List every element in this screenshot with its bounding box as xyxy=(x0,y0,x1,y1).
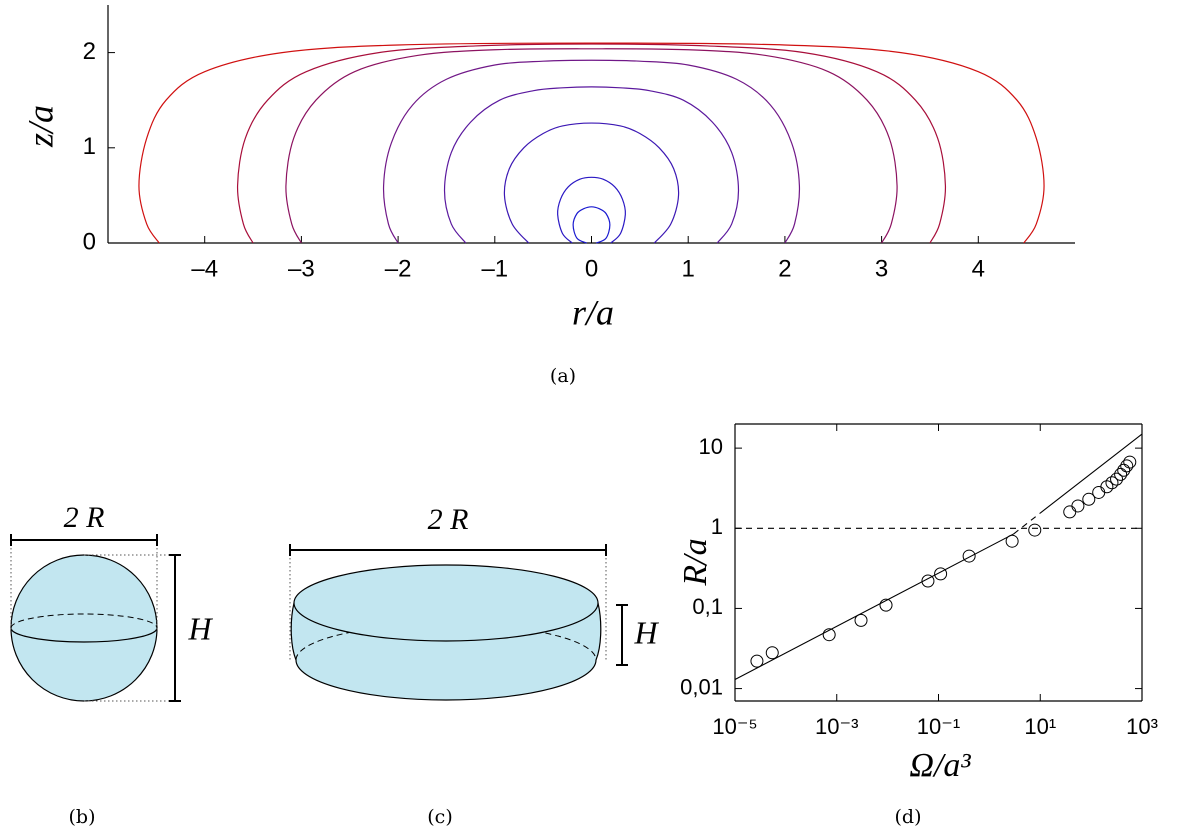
equator-front xyxy=(10,627,158,643)
x-tick-label: 1 xyxy=(682,255,695,282)
x-axis-label: Ω/a³ xyxy=(909,747,971,784)
data-point xyxy=(854,613,868,627)
data-point xyxy=(1082,492,1096,506)
x-tick-label: –4 xyxy=(191,255,218,282)
fit-line xyxy=(1039,433,1143,514)
x-tick-label: –3 xyxy=(288,255,315,282)
y-tick-label: 1 xyxy=(83,133,96,160)
data-line xyxy=(285,48,898,244)
y-tick-label: 10 xyxy=(699,434,723,459)
data-point xyxy=(1114,467,1128,481)
fit-line xyxy=(734,533,1014,680)
data-line xyxy=(138,42,1045,244)
sphere-diagram: 2 R H xyxy=(10,501,213,702)
data-point xyxy=(1110,472,1124,486)
x-tick-label: 0 xyxy=(585,255,598,282)
x-tick-label: 3 xyxy=(875,255,888,282)
height-label: H xyxy=(187,610,213,646)
y-tick-label: 1 xyxy=(711,514,723,539)
data-point xyxy=(1092,485,1106,499)
data-point xyxy=(879,598,893,612)
guides xyxy=(10,540,175,702)
data-line xyxy=(503,122,680,244)
caption: (c) xyxy=(427,806,452,828)
y-tick-label: 2 xyxy=(83,38,96,65)
equator-back xyxy=(10,613,158,629)
data-point xyxy=(921,574,935,588)
data-point xyxy=(1063,505,1077,519)
data-point xyxy=(750,654,764,668)
dashed-line xyxy=(1013,512,1041,535)
pancake-top xyxy=(293,564,599,642)
data-line xyxy=(572,206,611,244)
width-bracket xyxy=(10,534,158,546)
x-tick-label: 10⁻³ xyxy=(815,714,858,739)
caption: (b) xyxy=(69,806,96,828)
pancake-diagram: 2 R H xyxy=(289,503,659,701)
x-tick-label: 10⁻¹ xyxy=(917,714,960,739)
y-axis-label: z/a xyxy=(20,105,60,148)
data-point xyxy=(822,628,836,642)
x-axis-label: r/a xyxy=(572,292,614,332)
data-line xyxy=(236,43,947,244)
guides xyxy=(289,550,607,662)
x-tick-label: –2 xyxy=(385,255,412,282)
data-point xyxy=(1100,480,1114,494)
x-tick-label: 10⁻⁵ xyxy=(712,714,757,739)
y-tick-label: 0 xyxy=(83,228,96,255)
data-point xyxy=(1123,455,1137,469)
width-bracket xyxy=(289,544,607,556)
data-point xyxy=(1120,459,1134,473)
data-line xyxy=(443,86,740,244)
caption: (a) xyxy=(550,365,576,387)
data-point xyxy=(1071,499,1085,513)
sphere xyxy=(10,554,158,702)
height-label: H xyxy=(633,614,659,650)
width-label: 2 R xyxy=(64,501,105,534)
x-tick-label: 10³ xyxy=(1126,714,1158,739)
data-point xyxy=(1105,476,1119,490)
data-point xyxy=(1028,523,1042,537)
height-bracket xyxy=(616,604,628,666)
x-tick-label: 10¹ xyxy=(1024,714,1056,739)
width-label: 2 R xyxy=(428,503,469,536)
caption: (d) xyxy=(895,806,922,828)
x-tick-label: –1 xyxy=(481,255,508,282)
data-line xyxy=(557,176,626,244)
x-tick-label: 4 xyxy=(972,255,985,282)
chart: 10⁻⁵ 10⁻³ 10⁻¹ 10¹ 10³ 0,01 0,1 1 10 Ω/a³ R/a xyxy=(677,423,1158,784)
data-point xyxy=(934,567,948,581)
data-line xyxy=(382,59,801,244)
y-tick-label: 0,1 xyxy=(692,594,723,619)
height-bracket xyxy=(169,554,181,702)
data-point xyxy=(962,549,976,563)
y-axis-label: R/a xyxy=(677,538,714,586)
x-tick-label: 2 xyxy=(778,255,791,282)
data-point xyxy=(765,646,779,660)
chart: –4 –3 –2 –1 0 1 2 3 4 0 1 2 r/a z/a xyxy=(20,5,1075,332)
data-point xyxy=(1117,463,1131,477)
y-tick-label: 0,01 xyxy=(680,674,723,699)
